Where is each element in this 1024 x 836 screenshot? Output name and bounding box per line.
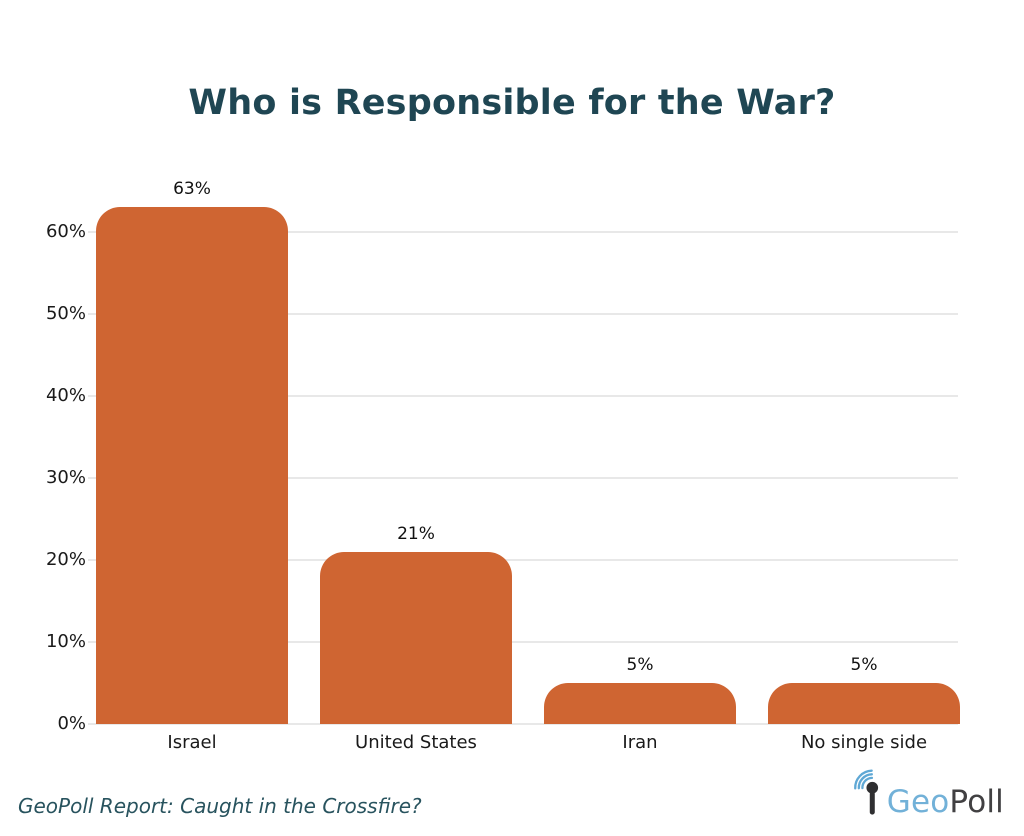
y-axis-tick-label: 20%: [45, 549, 86, 570]
y-axis-tick-label: 0%: [57, 713, 86, 734]
gridline: [88, 723, 958, 725]
logo-text-poll: Poll: [949, 784, 1004, 820]
gridline: [88, 641, 958, 643]
bar-value-label-israel: 63%: [173, 179, 211, 200]
report-caption: GeoPoll Report: Caught in the Crossfire?: [18, 794, 422, 818]
bar-united-states: [320, 551, 512, 724]
gridline: [88, 313, 958, 315]
bar-value-label-iran: 5%: [626, 655, 654, 675]
logo-text-geo: Geo: [886, 784, 950, 820]
gridline: [88, 395, 958, 397]
gridline: [88, 477, 958, 479]
y-axis-tick-label: 50%: [45, 303, 86, 324]
x-axis-category-label-iran: Iran: [622, 732, 658, 753]
bar-iran: [544, 683, 736, 724]
bar-no-single-side: [768, 683, 960, 724]
chart-title: Who is Responsible for the War?: [188, 83, 836, 124]
y-axis-tick-label: 10%: [45, 631, 86, 652]
geopoll-logo: GeoPoll: [847, 768, 1004, 820]
y-axis-tick-label: 60%: [45, 221, 86, 242]
gridline: [88, 231, 958, 233]
x-axis-category-label-israel: Israel: [167, 732, 217, 753]
gridline: [88, 559, 958, 561]
antenna-signal-icon: [853, 769, 878, 815]
x-axis-category-label-united-states: United States: [355, 732, 477, 753]
bar-value-label-united-states: 21%: [397, 523, 435, 544]
y-axis-tick-label: 30%: [45, 467, 86, 488]
x-axis-category-label-no-single-side: No single side: [800, 732, 928, 753]
bar-israel: [96, 207, 288, 724]
y-axis-tick-label: 40%: [45, 385, 86, 406]
bar-value-label-no-single-side: 5%: [850, 655, 878, 675]
geopoll-logo-text: GeoPoll: [887, 787, 1004, 820]
